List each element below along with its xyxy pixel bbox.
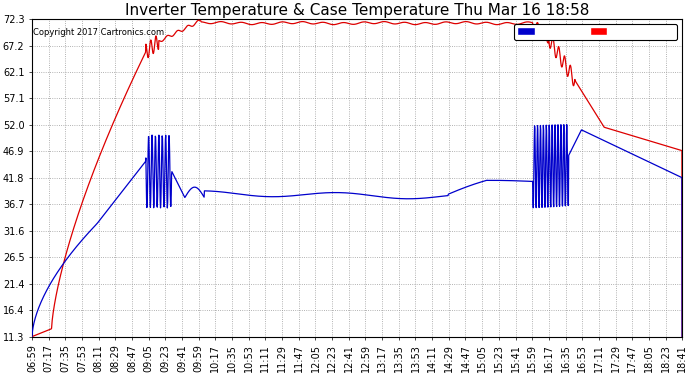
Text: Copyright 2017 Cartronics.com: Copyright 2017 Cartronics.com (33, 28, 164, 38)
Legend: Case  (°C), Inverter  (°C): Case (°C), Inverter (°C) (515, 24, 678, 40)
Title: Inverter Temperature & Case Temperature Thu Mar 16 18:58: Inverter Temperature & Case Temperature … (125, 3, 589, 18)
